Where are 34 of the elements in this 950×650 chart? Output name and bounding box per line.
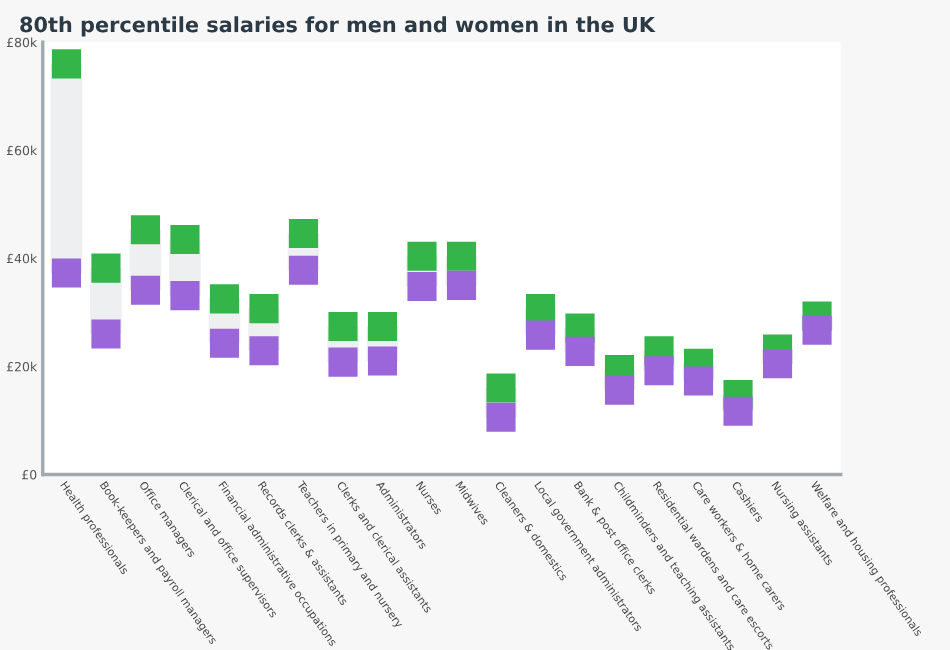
point bbox=[51, 49, 82, 79]
point bbox=[328, 311, 358, 342]
point bbox=[91, 253, 121, 283]
point bbox=[91, 319, 121, 349]
point bbox=[249, 294, 279, 324]
point bbox=[170, 281, 200, 311]
point bbox=[723, 396, 753, 426]
point bbox=[288, 218, 319, 249]
point bbox=[51, 258, 82, 288]
point bbox=[407, 271, 437, 302]
point bbox=[130, 275, 161, 305]
point bbox=[565, 336, 595, 366]
point bbox=[486, 402, 516, 432]
point bbox=[446, 270, 477, 300]
point bbox=[604, 375, 635, 405]
point bbox=[209, 328, 240, 358]
point bbox=[130, 215, 161, 245]
point bbox=[525, 294, 556, 324]
point bbox=[328, 347, 358, 377]
point bbox=[367, 311, 398, 342]
point bbox=[762, 349, 793, 379]
point bbox=[288, 255, 319, 285]
point bbox=[486, 373, 516, 403]
point bbox=[683, 366, 714, 396]
point bbox=[249, 336, 279, 366]
point bbox=[407, 241, 437, 271]
point bbox=[170, 224, 200, 255]
point bbox=[525, 320, 556, 350]
chart-title: 80th percentile salaries for men and women in the UK bbox=[20, 16, 656, 37]
point bbox=[644, 356, 674, 386]
point bbox=[367, 346, 398, 376]
point bbox=[446, 241, 477, 271]
point bbox=[209, 284, 240, 314]
point bbox=[802, 315, 832, 345]
